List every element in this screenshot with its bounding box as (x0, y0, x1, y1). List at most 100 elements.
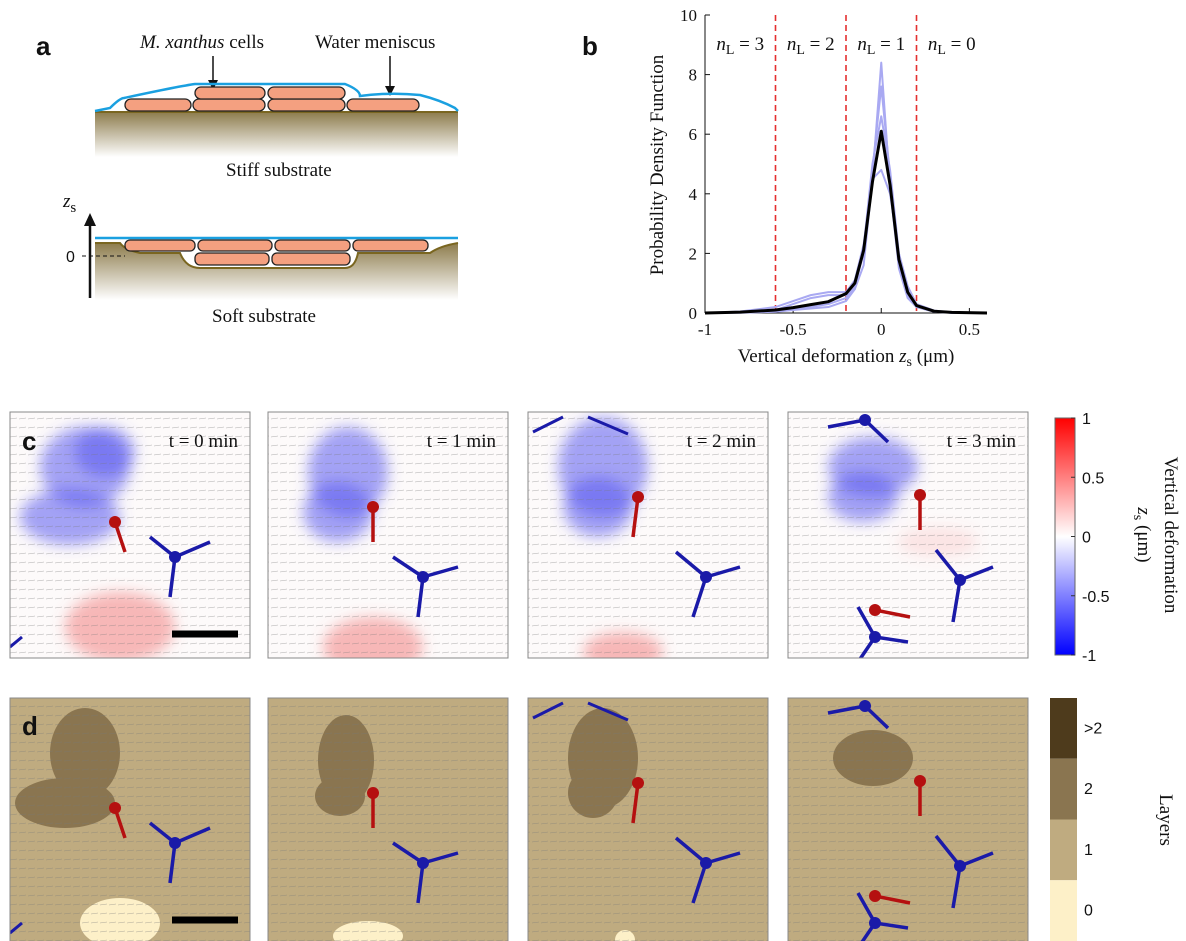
y-tick-label: 2 (689, 244, 698, 263)
defect (174, 540, 211, 559)
defect (700, 857, 712, 869)
texture (268, 412, 508, 658)
frame-border (9, 697, 251, 941)
defect (169, 837, 181, 849)
defect (631, 782, 640, 824)
axis-label: zs (62, 191, 76, 216)
region-label: nL = 1 (857, 34, 905, 58)
y-tick-label: 10 (680, 6, 697, 25)
defect (422, 851, 459, 865)
texture (10, 412, 250, 658)
colorbar-title: Layers (1155, 794, 1176, 846)
colorbar-segment (1050, 758, 1077, 820)
x-axis-label: Vertical deformation zs (μm) (738, 346, 955, 370)
colorbar-label: 2 (1084, 781, 1093, 798)
frame (10, 412, 250, 658)
frame-border (267, 697, 509, 941)
defect (632, 777, 644, 789)
x-tick-label: 0.5 (959, 320, 980, 339)
panel-a: a M. xanthus cells Water meniscus Stiff … (36, 31, 459, 327)
time-label: t = 3 min (947, 431, 1017, 452)
texture (788, 698, 1028, 941)
defect (392, 841, 424, 865)
texture (268, 698, 508, 941)
defect (934, 548, 962, 582)
colorbar-segment (1050, 819, 1077, 881)
region-label: nL = 3 (716, 34, 764, 58)
defect (168, 842, 177, 884)
region-label: nL = 0 (928, 34, 976, 58)
colorbar-title: Vertical deformation (1160, 457, 1181, 614)
defect (951, 579, 962, 623)
defect (869, 917, 881, 929)
defect (631, 496, 640, 538)
colorbar-tick-label: 0 (1082, 530, 1091, 547)
defect (869, 890, 881, 902)
panel-label: c (22, 426, 36, 456)
defect (869, 631, 881, 643)
defect (416, 576, 425, 618)
defect (367, 501, 379, 513)
x-tick-label: -0.5 (780, 320, 807, 339)
x-tick-label: 0 (877, 320, 886, 339)
y-tick-label: 0 (689, 304, 698, 323)
frame (268, 412, 508, 658)
time-label: t = 1 min (427, 431, 497, 452)
defect (827, 418, 866, 429)
zero-label: 0 (66, 249, 75, 266)
frame (10, 698, 250, 941)
region-label: nL = 2 (787, 34, 835, 58)
defect (109, 516, 121, 528)
frame (528, 698, 768, 941)
defect (417, 857, 429, 869)
defect (109, 802, 121, 814)
y-tick-label: 6 (689, 125, 698, 144)
defect (10, 635, 23, 649)
panel-d: d >2 2 1 0 Layers (9, 697, 1176, 941)
defect (914, 775, 926, 787)
y-tick-label: 8 (689, 66, 698, 85)
defect (532, 415, 564, 434)
frame-border (787, 697, 1029, 941)
defect (416, 862, 425, 904)
series-line (704, 129, 988, 315)
defect (954, 860, 966, 872)
x-tick-label: -1 (698, 320, 712, 339)
frame (268, 698, 508, 941)
defect (174, 826, 211, 845)
defect (367, 787, 379, 799)
colorbar-title: zs (μm) (1130, 506, 1154, 562)
defect (914, 489, 926, 501)
frame-border (527, 411, 769, 659)
soft-label: Soft substrate (212, 306, 316, 327)
meniscus-label: Water meniscus (315, 32, 435, 53)
defect (168, 556, 177, 598)
time-label: t = 2 min (687, 431, 757, 452)
colorbar-label: 0 (1084, 903, 1093, 920)
colorbar-tick-label: -1 (1082, 648, 1096, 665)
defect (632, 491, 644, 503)
defect (954, 574, 966, 586)
panel-label: b (582, 31, 598, 61)
defect (691, 576, 708, 618)
defect (700, 571, 712, 583)
defect (587, 415, 629, 436)
defect (587, 701, 629, 722)
defect (417, 571, 429, 583)
defect (934, 834, 962, 868)
colorbar-label: >2 (1084, 720, 1102, 737)
frame (528, 412, 768, 658)
defect (10, 921, 23, 935)
cells-label: M. xanthus cells (139, 32, 264, 53)
texture (528, 698, 768, 941)
defect (859, 700, 871, 712)
colorbar-tick-label: -0.5 (1082, 589, 1110, 606)
panel-b: b Probability Density Function Vertical … (582, 6, 988, 370)
texture (528, 412, 768, 658)
frame-border (267, 411, 509, 659)
frame (788, 698, 1028, 941)
colorbar-tick-label: 0.5 (1082, 470, 1104, 487)
colorbar-segment (1050, 698, 1077, 759)
frame-border (527, 697, 769, 941)
